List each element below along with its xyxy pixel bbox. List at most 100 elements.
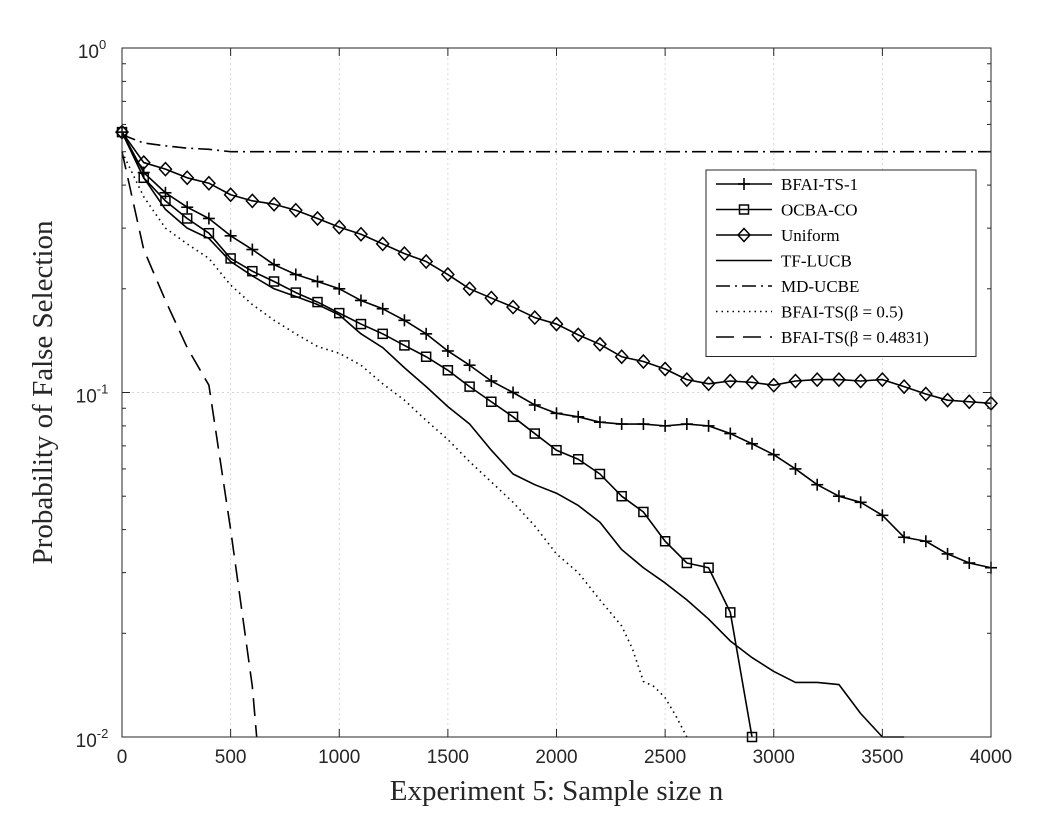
series-3-point (332, 219, 347, 235)
legend-label-6: BFAI-TS(β = 0.5) (781, 303, 903, 322)
series-3-point (614, 349, 629, 365)
series-3-point (853, 373, 868, 389)
x-tick-label: 3000 (753, 747, 795, 768)
legend-marker-1 (738, 178, 750, 190)
x-tick-label: 1000 (318, 747, 360, 768)
series-2-point (442, 365, 454, 376)
series-3-point (484, 290, 499, 306)
series-1-point (572, 410, 585, 423)
legend-label-2: OCBA-CO (781, 201, 858, 220)
legend: BFAI-TS-1 OCBA-CO Uniform TF-LUCB MD-UCBE BFA… (705, 169, 977, 357)
series-1-point (485, 374, 498, 387)
x-tick-label: 4000 (970, 747, 1012, 768)
series-1-point (593, 416, 606, 429)
series-1-point (941, 547, 954, 560)
series-2-point (507, 411, 519, 423)
series-2-point (638, 506, 649, 518)
series-3-point (375, 236, 390, 252)
series-3-point (462, 281, 477, 297)
series-3-point (571, 327, 586, 343)
series-line-3 (121, 131, 992, 405)
series-3-point (745, 374, 760, 390)
series-3-point (353, 226, 368, 242)
series-3-point (592, 336, 607, 352)
series-1-point (376, 302, 389, 315)
x-axis-title: Experiment 5: Sample size n (390, 775, 724, 807)
series-3-point (701, 376, 716, 392)
y-tick-label: 10-1 (76, 382, 109, 408)
series-3-point (288, 202, 303, 218)
legend-label-1: BFAI-TS-1 (781, 175, 858, 194)
series-3-point (180, 170, 195, 186)
series-3-point (506, 299, 521, 315)
series-line-5 (121, 134, 991, 153)
legend-box (705, 169, 977, 357)
series-2-point (703, 562, 714, 573)
series-2-point (529, 428, 541, 439)
series-3-point (419, 253, 434, 270)
series-1-point (659, 419, 672, 432)
series-2-point (572, 454, 584, 465)
series-2-point (594, 468, 606, 480)
series-2-point (616, 490, 627, 502)
series-2-point (355, 318, 367, 330)
series-2-point (268, 276, 280, 287)
x-tick-label: 500 (215, 747, 247, 768)
series-3-point (245, 193, 260, 209)
series-2-point (659, 536, 671, 547)
series-1-point (354, 294, 367, 307)
series-1-point (420, 327, 433, 340)
x-tick-label: 3500 (861, 747, 903, 768)
series-2-point (681, 557, 693, 569)
series-1-point (876, 509, 889, 522)
series-3-point (766, 377, 781, 393)
series-3-point (810, 372, 825, 388)
series-1-point (963, 556, 976, 569)
series-2-point (160, 195, 171, 207)
series-3-point (918, 386, 933, 402)
series-3-point (310, 210, 325, 227)
series-1-point (441, 344, 454, 357)
legend-label-3: Uniform (781, 226, 840, 245)
series-1-point (181, 201, 194, 214)
series-2-point (377, 328, 388, 340)
series-1-point (767, 448, 780, 461)
series-2-point (225, 253, 236, 264)
series-1-point (550, 407, 563, 420)
series-1-point (637, 418, 650, 431)
series-3-point (201, 175, 216, 191)
series-1-point (919, 535, 932, 548)
legend-label-7: BFAI-TS(β = 0.4831) (781, 328, 929, 347)
series-1-point (680, 418, 693, 431)
series-1-point (246, 243, 259, 256)
y-tick-label: 10-2 (76, 726, 109, 752)
series-3-point (875, 372, 890, 388)
series-2-point (181, 213, 193, 224)
series-1-point (898, 531, 911, 544)
series-2-point (551, 444, 562, 456)
series-line-6 (121, 151, 688, 738)
series-3-point (440, 266, 455, 283)
series-1-point (311, 275, 324, 288)
series-3-point (136, 154, 151, 171)
series-1-point (746, 437, 759, 450)
x-tick-label: 2500 (644, 747, 686, 768)
series-2-point (464, 381, 475, 392)
series-3-point (658, 361, 673, 377)
legend-marker-2 (738, 204, 750, 215)
legend-marker-3 (736, 227, 752, 243)
legend-label-5: MD-UCBE (781, 277, 859, 296)
series-line-7 (121, 151, 258, 738)
series-3-point (788, 373, 803, 389)
series-3-point (549, 316, 564, 332)
series-1-point (724, 427, 737, 440)
series-3-point (636, 353, 651, 370)
series-3-point (723, 373, 738, 389)
series-3-point (267, 196, 282, 212)
series-2-point (420, 351, 432, 362)
series-1-point (333, 282, 346, 295)
series-3-point (679, 372, 694, 388)
x-tick-label: 1500 (427, 747, 469, 768)
